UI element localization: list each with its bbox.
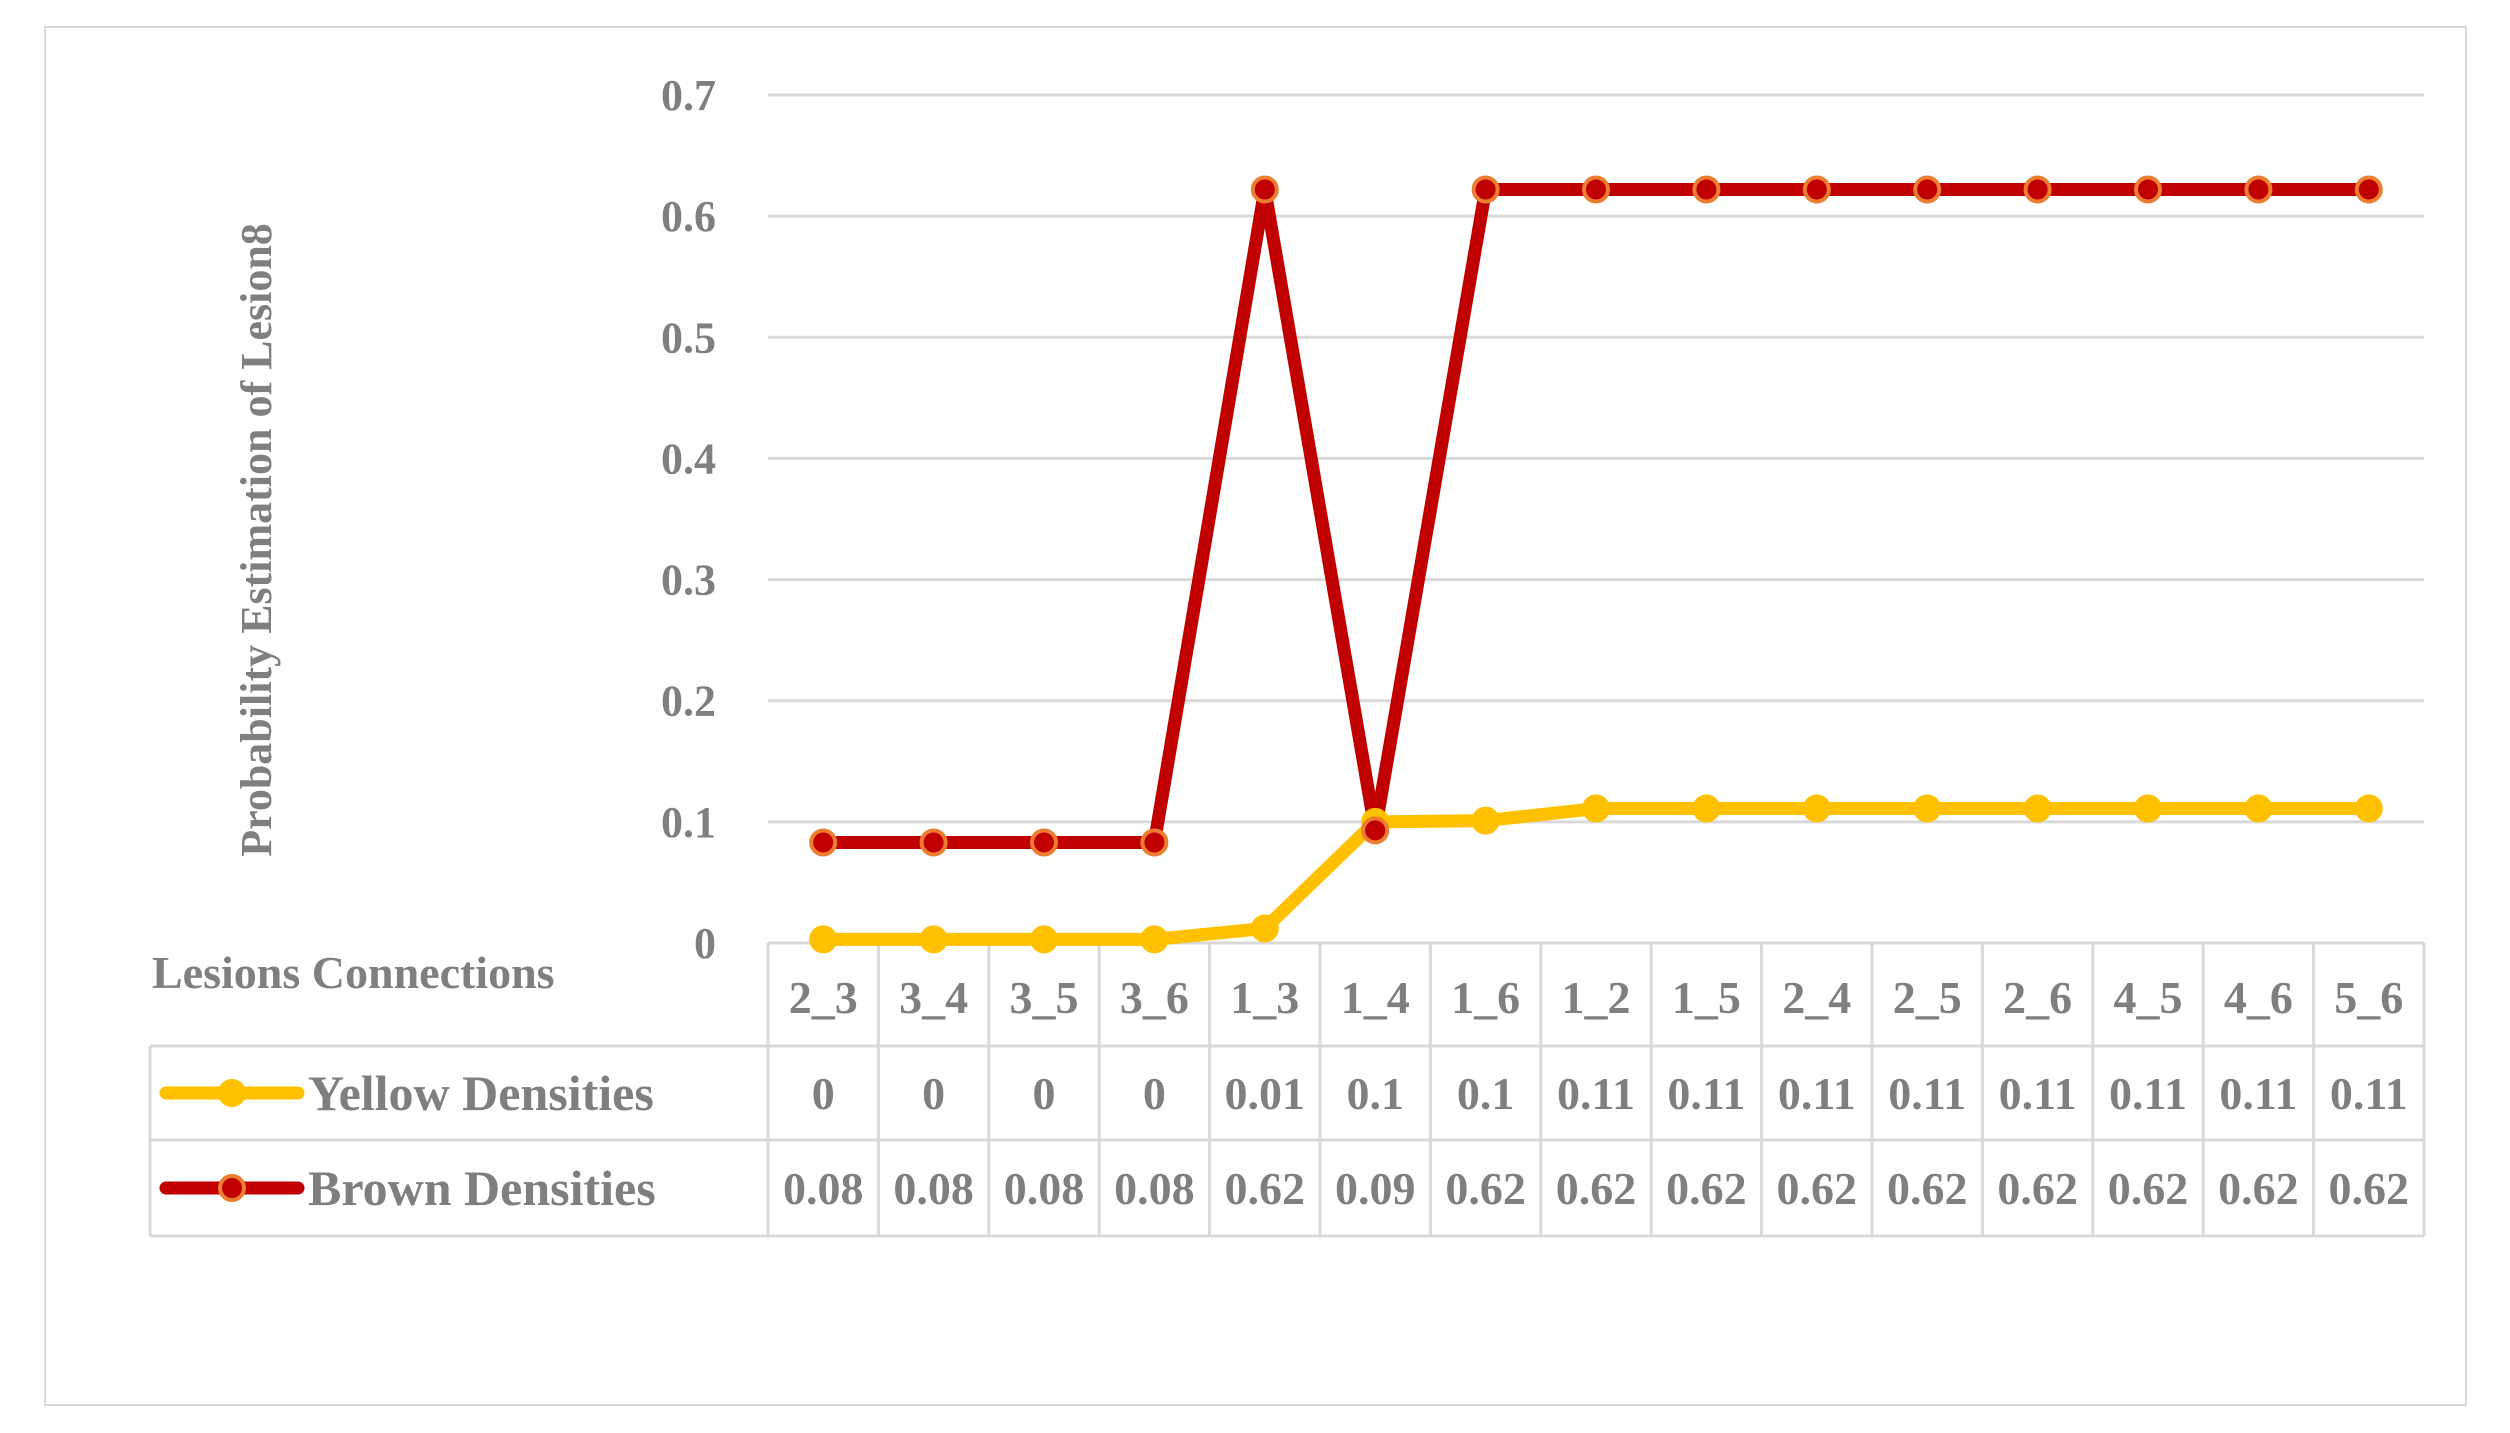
table-cell: 0.08	[893, 1163, 974, 1214]
data-point	[1030, 828, 1058, 857]
table-cell: 0.62	[1445, 1163, 1526, 1214]
data-point	[2023, 794, 2052, 823]
chart-svg: 0 0.1 0.2 0.3 0.4 0.5 0.6 0.7 Probability Estim…	[148, 71, 2426, 1238]
table-cell: 0.1	[1346, 1068, 1404, 1119]
table-cell: 0.62	[1777, 1163, 1858, 1214]
legend-marker-2	[218, 1174, 246, 1202]
data-point	[2244, 175, 2273, 204]
x-category-label: 5_6	[2334, 972, 2403, 1023]
data-point	[919, 925, 948, 954]
x-category-label: 4_5	[2114, 972, 2183, 1023]
data-point	[2354, 175, 2383, 204]
y-tick-label: 0.5	[661, 313, 716, 362]
table-cell: 0.62	[2218, 1163, 2299, 1214]
y-axis-ticks: 0 0.1 0.2 0.3 0.4 0.5 0.6 0.7	[661, 71, 716, 968]
table-cell: 0.11	[1778, 1068, 1856, 1119]
data-point	[1140, 925, 1169, 954]
data-table: 2_3 3_4 3_5 3_6 1_3 1_4 1_6 1_2 1_5 2_4 2_5 2_6 4_5 4…	[148, 943, 2426, 1238]
table-cell: 0.08	[1114, 1163, 1195, 1214]
table-cell: 0.08	[1004, 1163, 1085, 1214]
table-cell: 0	[812, 1068, 835, 1119]
table-cell: 0	[922, 1068, 945, 1119]
table-cell: 0.11	[1557, 1068, 1635, 1119]
legend-label-1: Yellow Densities	[308, 1065, 654, 1121]
legend-label-2: Brown Densities	[308, 1160, 656, 1216]
data-point	[1802, 175, 1831, 204]
y-tick-label: 0.1	[661, 798, 716, 847]
table-cell: 0.62	[2329, 1163, 2410, 1214]
table-cell: 0.11	[1667, 1068, 1745, 1119]
data-point	[809, 828, 838, 857]
table-cell: 0.62	[2108, 1163, 2189, 1214]
table-cell: 0.62	[1556, 1163, 1637, 1214]
data-point	[1582, 175, 1610, 204]
x-category-label: 1_6	[1451, 972, 1520, 1023]
table-cell: 0	[1033, 1068, 1056, 1119]
data-point	[1030, 925, 1058, 954]
y-axis-label: Probability Estimation of Lesion8	[232, 223, 281, 857]
x-category-label: 1_5	[1672, 972, 1741, 1023]
table-cell: 0.1	[1457, 1068, 1515, 1119]
x-category-label: 4_6	[2224, 972, 2293, 1023]
data-point	[2023, 175, 2052, 204]
y-tick-label: 0.3	[661, 556, 716, 605]
data-point	[1250, 914, 1279, 943]
y-tick-label: 0.2	[661, 677, 716, 726]
legend-marker-1	[218, 1079, 246, 1107]
data-point	[1582, 794, 1610, 823]
table-cell: 0.11	[2219, 1068, 2297, 1119]
plot-series	[809, 175, 2383, 954]
y-tick-label: 0.7	[661, 71, 716, 120]
table-cell: 0.01	[1225, 1068, 1306, 1119]
data-point	[1913, 175, 1942, 204]
table-cell: 0.11	[1888, 1068, 1966, 1119]
data-point	[1361, 816, 1390, 845]
data-point	[1250, 175, 1279, 204]
x-category-label: 2_3	[789, 972, 858, 1023]
table-cell: 0.62	[1225, 1163, 1306, 1214]
x-axis-title: Lesions Connections	[152, 947, 555, 998]
data-point	[2134, 175, 2162, 204]
x-category-label: 3_4	[899, 972, 968, 1023]
series-line-1	[816, 802, 2376, 946]
x-category-label: 1_4	[1341, 972, 1410, 1023]
series-line-2	[816, 182, 2376, 849]
table-cell: 0.11	[1999, 1068, 2077, 1119]
data-point	[2244, 794, 2273, 823]
data-point	[1913, 794, 1942, 823]
x-category-label: 2_6	[2003, 972, 2072, 1023]
table-cell: 0.08	[783, 1163, 864, 1214]
data-point	[1471, 175, 1500, 204]
gridlines	[768, 93, 2424, 945]
x-category-label: 1_2	[1562, 972, 1631, 1023]
y-tick-label: 0.4	[661, 434, 716, 483]
x-category-label: 3_5	[1010, 972, 1079, 1023]
x-category-label: 2_4	[1782, 972, 1851, 1023]
table-cell: 0	[1143, 1068, 1166, 1119]
table-cell: 0.11	[2330, 1068, 2408, 1119]
table-cell: 0.62	[1997, 1163, 2078, 1214]
data-point	[1140, 828, 1169, 857]
x-category-label: 3_6	[1120, 972, 1189, 1023]
data-point	[2134, 794, 2162, 823]
y-tick-label: 0	[694, 919, 716, 968]
table-cell: 0.62	[1666, 1163, 1747, 1214]
table-cell: 0.11	[2109, 1068, 2187, 1119]
table-cell: 0.62	[1887, 1163, 1968, 1214]
data-point	[2354, 794, 2383, 823]
data-point	[1471, 806, 1500, 835]
data-point	[809, 925, 838, 954]
x-category-label: 2_5	[1893, 972, 1962, 1023]
data-point	[919, 828, 948, 857]
chart-frame: 0 0.1 0.2 0.3 0.4 0.5 0.6 0.7 Probability Estim…	[44, 26, 2467, 1406]
data-point	[1692, 794, 1721, 823]
data-point	[1802, 794, 1831, 823]
y-tick-label: 0.6	[661, 192, 716, 241]
table-cell: 0.09	[1335, 1163, 1416, 1214]
x-category-label: 1_3	[1230, 972, 1299, 1023]
data-point	[1692, 175, 1721, 204]
